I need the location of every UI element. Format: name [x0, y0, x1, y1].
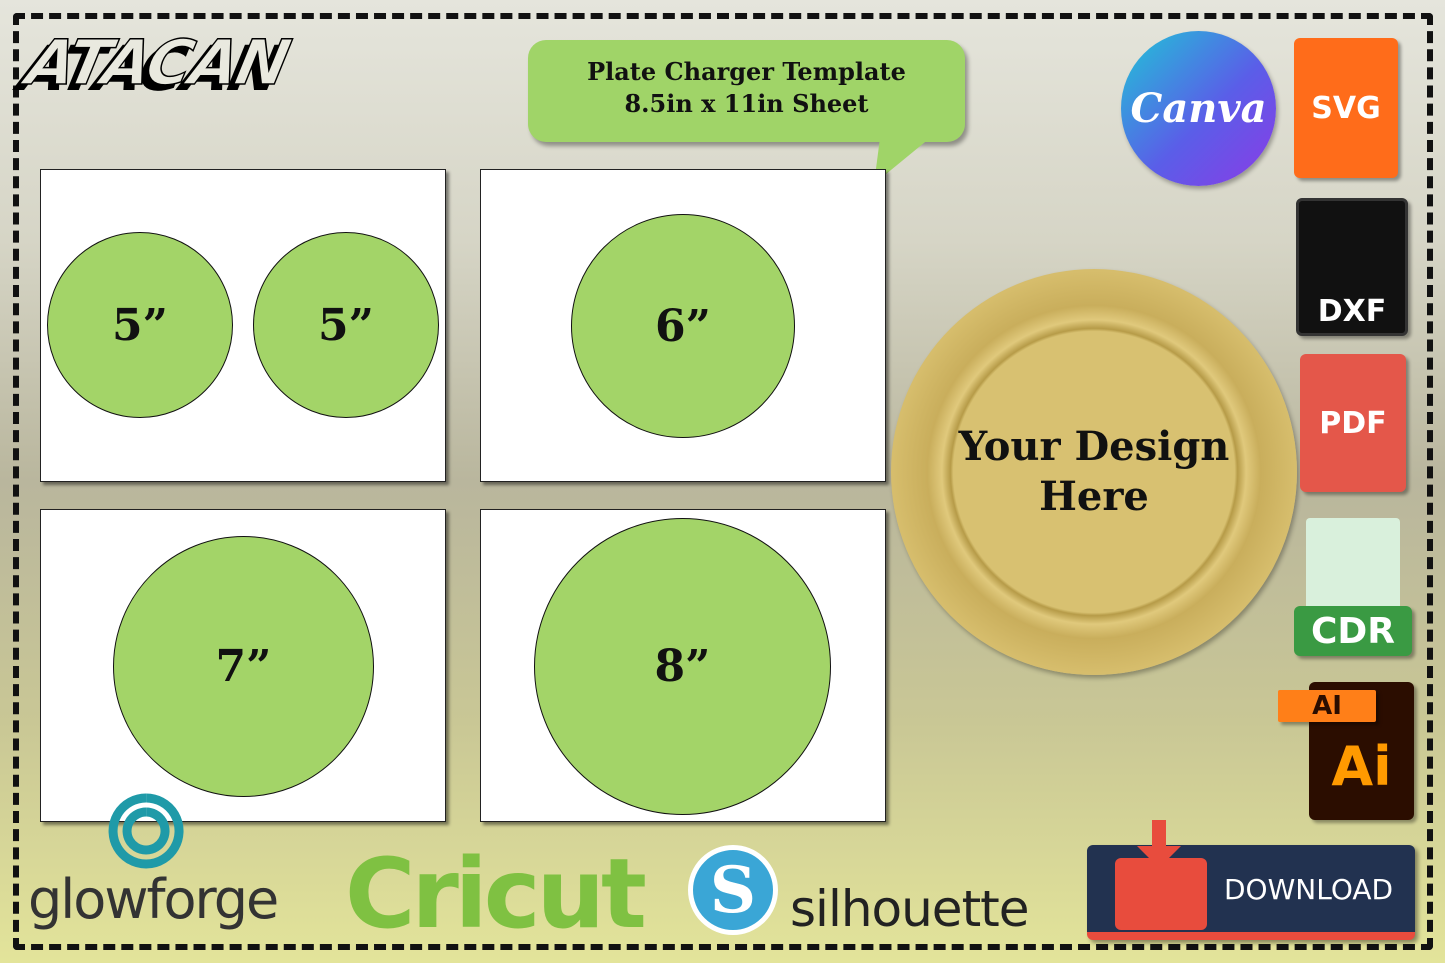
download-label: DOWNLOAD	[1224, 873, 1394, 906]
canva-logo: Canva	[1121, 31, 1276, 186]
circle-5in-b: 5”	[253, 232, 439, 418]
ai-file-tag: AI	[1278, 690, 1376, 722]
brand-logo: ATACAN	[19, 25, 295, 100]
cdr-file-page	[1306, 518, 1400, 618]
circle-5in-a: 5”	[47, 232, 233, 418]
silhouette-logo: silhouette	[790, 880, 1030, 938]
circle-6in: 6”	[571, 214, 795, 438]
cdr-file-icon: CDR	[1294, 606, 1412, 656]
panel-5in: 5” 5”	[40, 169, 446, 482]
dashed-border	[13, 13, 1433, 950]
panel-7in: 7”	[40, 509, 446, 822]
panel-6in: 6”	[480, 169, 886, 482]
circle-8in: 8”	[534, 518, 831, 815]
bubble-tail	[874, 138, 930, 184]
speech-bubble: Plate Charger Template 8.5in x 11in Shee…	[528, 40, 965, 142]
svg-file-icon: SVG	[1294, 38, 1398, 178]
cricut-logo: Cricut	[345, 838, 647, 950]
dxf-file-icon: DXF	[1296, 198, 1408, 336]
bubble-subtitle: 8.5in x 11in Sheet	[624, 89, 869, 118]
charger-plate: Your Design Here	[891, 269, 1297, 675]
circle-7in: 7”	[113, 536, 374, 797]
glowforge-icon	[108, 793, 184, 869]
pdf-file-icon: PDF	[1300, 354, 1406, 492]
download-button[interactable]: DOWNLOAD	[1087, 820, 1415, 940]
silhouette-icon: S	[688, 845, 778, 935]
folder-download-icon	[1115, 820, 1207, 930]
glowforge-logo: glowforge	[28, 868, 279, 931]
plate-text-line2: Here	[1039, 473, 1149, 520]
plate-text-line1: Your Design	[958, 423, 1230, 470]
bubble-title: Plate Charger Template	[587, 57, 906, 86]
panel-8in: 8”	[480, 509, 886, 822]
